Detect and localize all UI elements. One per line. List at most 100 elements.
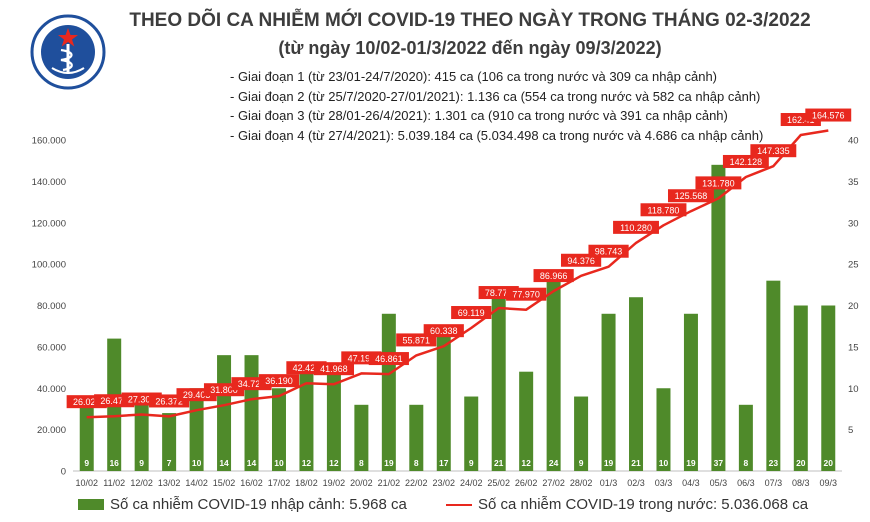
line-data-label: 41.968 (313, 362, 355, 376)
line-data-label: 98.743 (588, 244, 629, 258)
x-tick-label: 25/02 (487, 478, 510, 488)
line-data-label-text: 69.119 (458, 308, 485, 318)
phase-4-text: - Giai đoạn 4 (từ 27/4/2021): 5.039.184 … (230, 127, 764, 143)
x-tick-label: 08/3 (792, 478, 810, 488)
y-right-tick-label: 20 (848, 301, 859, 312)
legend-line-entry: Số ca nhiễm COVID-19 trong nước: 5.036.0… (446, 496, 808, 513)
line-data-label: 60.338 (423, 324, 464, 338)
bar (711, 164, 726, 471)
x-tick-label: 24/02 (460, 478, 483, 488)
x-tick-label: 07/3 (765, 478, 783, 488)
bar-data-label: 8 (744, 458, 749, 468)
y-right-tick-label: 40 (848, 136, 859, 147)
bar-data-label: 17 (439, 458, 449, 468)
y-left-tick-label: 40.000 (37, 384, 66, 395)
bar (491, 297, 506, 471)
x-tick-label: 09/3 (820, 478, 838, 488)
line-data-label-text: 147.335 (757, 146, 790, 156)
line-data-label-bg (613, 220, 659, 234)
phase-2-text: - Giai đoạn 2 (từ 25/7/2020-27/01/2021):… (230, 88, 761, 104)
bar-data-label: 19 (686, 458, 696, 468)
line-data-label: 125.568 (667, 189, 714, 203)
line-data-label-text: 36.190 (265, 376, 293, 386)
line-data-label-text: 78.774 (485, 288, 513, 298)
phase-1-text: - Giai đoạn 1 (từ 23/01-24/7/2020): 415 … (230, 69, 718, 84)
line-data-label-text: 31.800 (210, 385, 238, 395)
y-right-tick-label: 35 (848, 177, 859, 188)
bar-data-label: 8 (359, 458, 364, 468)
y-left-tick-label: 80.000 (37, 301, 66, 312)
line-data-label-bg (588, 244, 629, 258)
line-data-label-bg (667, 189, 714, 203)
line-data-label-text: 164.576 (812, 111, 845, 121)
bar (793, 305, 808, 471)
line-data-label-text: 42.427 (293, 363, 321, 373)
bar (519, 371, 534, 471)
legend-bar-entry: Số ca nhiễm COVID-19 nhập cảnh: 5.968 ca (78, 496, 407, 513)
line-data-label: 36.190 (258, 374, 300, 388)
x-tick-label: 03/3 (655, 478, 673, 488)
ministry-of-health-logo (30, 14, 106, 90)
bar (271, 388, 286, 471)
x-tick-label: 17/02 (268, 478, 291, 488)
line-data-label-text: 77.970 (512, 290, 540, 300)
line-data-label-bg (506, 287, 547, 301)
y-left-tick-label: 20.000 (37, 425, 66, 436)
bar (162, 413, 177, 471)
bar-data-label: 19 (604, 458, 614, 468)
bar (326, 371, 341, 471)
x-tick-label: 06/3 (737, 478, 755, 488)
line-data-label-bg (423, 324, 464, 338)
x-tick-label: 02/3 (627, 478, 645, 488)
bar (546, 272, 561, 471)
x-tick-label: 13/02 (158, 478, 181, 488)
bar-data-label: 12 (329, 458, 339, 468)
line-data-label: 131.780 (695, 176, 742, 190)
y-right-tick-label: 30 (848, 218, 859, 229)
y-left-tick-label: 120.000 (32, 218, 66, 229)
bar (629, 297, 644, 471)
bar-data-label: 14 (247, 458, 257, 468)
line-data-label-text: 34.723 (238, 379, 266, 389)
legend-line-swatch (446, 503, 472, 506)
bar (354, 404, 369, 471)
y-right-tick-label: 10 (848, 384, 859, 395)
line-data-label-text: 29.403 (183, 390, 211, 400)
bar-data-label: 12 (521, 458, 531, 468)
line-data-label-bg (368, 352, 409, 366)
line-data-label-bg (258, 374, 300, 388)
bar (409, 404, 424, 471)
line-data-label-text: 98.743 (595, 247, 623, 257)
y-left-tick-label: 100.000 (32, 260, 66, 271)
line-data-label: 147.335 (750, 144, 797, 158)
chart-title: THEO DÕI CA NHIỄM MỚI COVID-19 THEO NGÀY… (129, 10, 811, 31)
line-data-label-bg (805, 108, 852, 122)
bar-data-label: 9 (469, 458, 474, 468)
bar (656, 388, 671, 471)
x-tick-label: 04/3 (682, 478, 700, 488)
bar-data-label: 20 (796, 458, 806, 468)
line-data-label: 110.280 (613, 220, 659, 234)
x-tick-label: 21/02 (378, 478, 401, 488)
bar-data-label: 9 (139, 458, 144, 468)
line-data-label-text: 60.338 (430, 326, 458, 336)
bar-data-label: 7 (167, 458, 172, 468)
bar (766, 280, 781, 471)
x-tick-label: 23/02 (433, 478, 456, 488)
line-data-label-text: 94.376 (567, 256, 595, 266)
line-data-label-text: 125.568 (675, 191, 708, 201)
bar-data-label: 21 (631, 458, 641, 468)
y-right-tick-label: 15 (848, 342, 859, 353)
phase-3-text: - Giai đoạn 3 (từ 28/01-26/4/2021): 1.30… (230, 108, 728, 123)
y-left-tick-label: 160.000 (32, 136, 66, 147)
bar (738, 404, 753, 471)
legend: Số ca nhiễm COVID-19 nhập cảnh: 5.968 ca… (0, 494, 870, 518)
bar (217, 355, 232, 471)
line-data-label-text: 26.023 (73, 397, 101, 407)
line-data-label-text: 55.871 (403, 335, 431, 345)
line-data-label-bg (640, 203, 687, 217)
bar-data-label: 23 (769, 458, 779, 468)
x-tick-label: 15/02 (213, 478, 236, 488)
line-data-label-bg (722, 154, 769, 168)
x-tick-label: 05/3 (710, 478, 728, 488)
